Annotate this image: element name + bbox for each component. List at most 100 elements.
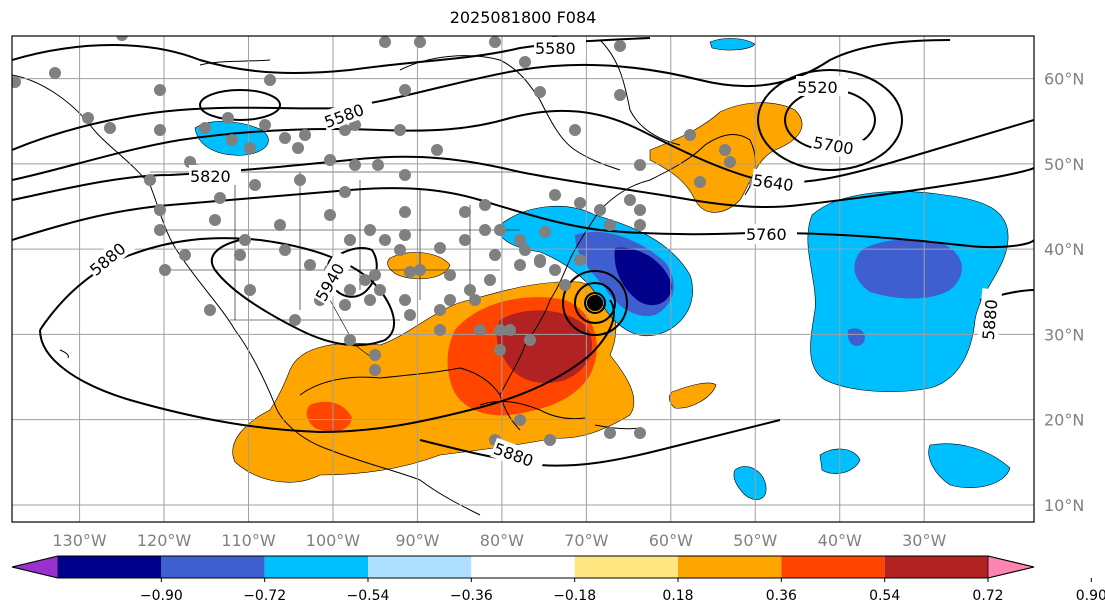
station-dot bbox=[82, 112, 94, 124]
station-dot bbox=[144, 174, 156, 186]
colorbar bbox=[11, 555, 1092, 582]
lon-tick-label: 80°W bbox=[480, 531, 524, 550]
gulf-dark-red-core bbox=[496, 310, 593, 384]
station-dot bbox=[209, 214, 221, 226]
colorbar-tick-label: 0.18 bbox=[662, 588, 693, 604]
station-dot bbox=[394, 124, 406, 136]
station-dot bbox=[324, 209, 336, 221]
station-dot bbox=[369, 269, 381, 281]
station-dot bbox=[344, 334, 356, 346]
station-dot bbox=[12, 76, 21, 88]
station-dot bbox=[279, 132, 291, 144]
station-dot bbox=[49, 67, 61, 79]
lat-tick-label: 30°N bbox=[1044, 325, 1084, 344]
station-dot bbox=[372, 159, 384, 171]
station-dot bbox=[239, 234, 251, 246]
station-dot bbox=[604, 219, 616, 231]
colorbar-tick-label: −0.36 bbox=[450, 588, 493, 604]
lon-tick-label: 40°W bbox=[818, 531, 862, 550]
lon-tick-label: 100°W bbox=[306, 531, 361, 550]
station-dot bbox=[324, 154, 336, 166]
station-dot bbox=[694, 176, 706, 188]
station-dot bbox=[244, 142, 256, 154]
station-dot bbox=[369, 349, 381, 361]
station-dot bbox=[504, 324, 516, 336]
figure-title: 2025081800 F084 bbox=[449, 8, 597, 27]
station-dot bbox=[494, 344, 506, 356]
station-dot bbox=[379, 36, 391, 48]
contour-label-5760: 5760 bbox=[746, 225, 787, 244]
lon-tick-label: 120°W bbox=[137, 531, 192, 550]
station-dot bbox=[534, 256, 546, 268]
tropical-cyan-spot-2 bbox=[928, 443, 1011, 488]
station-dot bbox=[249, 179, 261, 191]
station-dot bbox=[179, 249, 191, 261]
station-dot bbox=[379, 234, 391, 246]
station-dot bbox=[444, 269, 456, 281]
station-dot bbox=[244, 284, 256, 296]
station-dot bbox=[294, 174, 306, 186]
station-dot bbox=[489, 249, 501, 261]
station-dot bbox=[519, 244, 531, 256]
station-dot bbox=[634, 219, 646, 231]
lat-tick-label: 20°N bbox=[1044, 411, 1084, 430]
station-dot bbox=[469, 294, 481, 306]
station-dot bbox=[624, 194, 636, 206]
lon-tick-label: 60°W bbox=[649, 531, 693, 550]
colorbar-tick-label: −0.72 bbox=[243, 588, 286, 604]
station-dot bbox=[154, 84, 166, 96]
lon-tick-label: 110°W bbox=[221, 531, 276, 550]
station-dot bbox=[594, 204, 606, 216]
station-dots bbox=[12, 36, 761, 446]
station-dot bbox=[494, 224, 506, 236]
tropical-cyan-spot-3 bbox=[733, 466, 767, 500]
station-dot bbox=[399, 206, 411, 218]
station-dot bbox=[344, 234, 356, 246]
station-dot bbox=[274, 219, 286, 231]
station-dot bbox=[489, 36, 501, 48]
colorbar-segment bbox=[264, 556, 368, 578]
station-dot bbox=[434, 242, 446, 254]
station-dot bbox=[264, 74, 276, 86]
station-dot bbox=[399, 229, 411, 241]
station-dot bbox=[304, 259, 316, 271]
station-dot bbox=[404, 266, 416, 278]
station-dot bbox=[569, 124, 581, 136]
lon-tick-label: 30°W bbox=[902, 531, 946, 550]
station-dot bbox=[459, 206, 471, 218]
station-dot bbox=[539, 226, 551, 238]
station-dot bbox=[359, 274, 371, 286]
colorbar-segment bbox=[574, 556, 678, 578]
station-dot bbox=[634, 204, 646, 216]
station-dot bbox=[514, 259, 526, 271]
contour-label-5880-east: 5880 bbox=[979, 299, 1001, 341]
station-dot bbox=[404, 309, 416, 321]
latitude-labels: 10°N 20°N 30°N 40°N 50°N 60°N bbox=[1044, 70, 1084, 515]
station-dot bbox=[259, 119, 271, 131]
station-dot bbox=[369, 364, 381, 376]
longitude-labels: 130°W 120°W 110°W 100°W 90°W 80°W 70°W 60°W 50°W… bbox=[52, 531, 946, 550]
atlantic-blue-spot bbox=[847, 328, 865, 346]
station-dot bbox=[116, 36, 128, 41]
colorbar-segment bbox=[678, 556, 782, 578]
station-dot bbox=[234, 249, 246, 261]
station-dot bbox=[614, 89, 626, 101]
lon-tick-label: 90°W bbox=[395, 531, 439, 550]
station-dot bbox=[154, 124, 166, 136]
low-center-core bbox=[587, 295, 603, 311]
contour-labels: 5580 5520 5700 5580 5640 5820 5760 5880 … bbox=[84, 37, 1003, 475]
station-dot bbox=[534, 86, 546, 98]
map-frame bbox=[11, 35, 1035, 523]
station-dot bbox=[614, 40, 626, 52]
station-dot bbox=[159, 264, 171, 276]
station-dot bbox=[154, 224, 166, 236]
station-dot bbox=[719, 144, 731, 156]
mexico-red-orange-spot bbox=[306, 401, 352, 432]
station-dot bbox=[604, 427, 616, 439]
station-dot bbox=[574, 254, 586, 266]
station-dot bbox=[339, 186, 351, 198]
station-dot bbox=[414, 36, 426, 48]
colorbar-segment bbox=[781, 556, 885, 578]
station-dot bbox=[559, 279, 571, 291]
